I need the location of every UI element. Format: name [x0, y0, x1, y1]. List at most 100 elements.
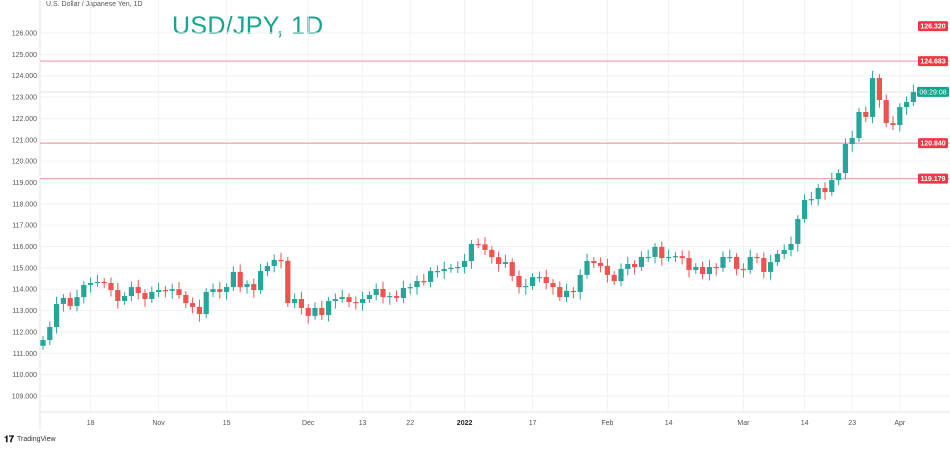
candle-up [836, 173, 842, 181]
candle-up [802, 199, 808, 219]
candle-up [672, 256, 678, 258]
candle-down [550, 283, 556, 288]
candle-down [394, 296, 400, 298]
candle-down [876, 78, 882, 101]
candle-up [577, 274, 583, 292]
price-tick-label: 122.000 [12, 116, 37, 123]
candle-down [319, 307, 325, 316]
symbol-description: U.S. Dollar / Japanese Yen, 1D [46, 1, 143, 8]
candle-up [618, 268, 624, 282]
bar-countdown-label: 06:29:08 [919, 89, 946, 96]
time-tick-label: 2022 [457, 420, 473, 427]
candle-down [278, 259, 284, 262]
candle-down [679, 256, 685, 259]
candle-up [169, 289, 175, 291]
candle-up [645, 256, 651, 259]
candle-down [135, 287, 141, 294]
candle-down [863, 111, 869, 117]
candle-down [883, 100, 889, 124]
candle-down [632, 264, 638, 267]
candle-up [244, 284, 250, 288]
candle-up [808, 199, 814, 201]
candle-up [40, 340, 46, 346]
candle-up [829, 180, 835, 193]
candle-up [897, 107, 903, 126]
price-tick-label: 121.000 [12, 137, 37, 144]
candle-up [530, 277, 536, 286]
price-tick-label: 114.000 [12, 287, 37, 294]
time-tick-label: 22 [406, 420, 414, 427]
countdown-badge [917, 86, 949, 97]
price-level-label: 120.840 [920, 141, 945, 148]
candle-up [387, 296, 393, 298]
candle-up [747, 256, 753, 270]
candle-up [904, 101, 910, 108]
candle-up [441, 268, 447, 272]
candle-down [217, 289, 223, 292]
time-tick-label: 14 [801, 420, 809, 427]
price-tick-label: 116.000 [12, 244, 37, 251]
price-tick-label: 111.000 [13, 351, 37, 358]
price-tick-label: 117.000 [12, 223, 37, 230]
candle-down [162, 290, 168, 292]
candle-up [774, 253, 780, 263]
candle-up [128, 287, 134, 297]
candle-down [190, 303, 196, 307]
price-tick-label: 110.000 [12, 372, 37, 379]
candle-down [380, 288, 386, 298]
chart-title: USD/JPY, 1D [172, 12, 324, 40]
tradingview-logo[interactable]: 𝟏𝟕 TradingView [4, 434, 56, 445]
price-tick-label: 119.000 [12, 180, 37, 187]
candle-up [727, 256, 733, 259]
price-level-badge [918, 21, 948, 32]
candle-up [434, 271, 440, 273]
tradingview-logo-icon: 𝟏𝟕 [4, 434, 15, 444]
time-tick-label: 17 [529, 420, 537, 427]
candle-down [604, 265, 610, 275]
price-tick-label: 125.000 [12, 52, 37, 59]
candle-up [60, 297, 66, 304]
candle-up [373, 288, 379, 295]
candle-up [149, 291, 155, 300]
candle-up [584, 261, 590, 275]
candle-up [849, 138, 855, 145]
candle-up [448, 267, 454, 270]
candle-up [203, 291, 209, 314]
time-tick-label: 14 [665, 420, 673, 427]
candle-down [890, 123, 896, 126]
candle-down [686, 258, 692, 270]
candle-up [856, 111, 862, 139]
price-level-label: 119.179 [921, 176, 946, 183]
candle-up [47, 326, 53, 341]
candle-up [264, 265, 270, 272]
candle-down [176, 289, 182, 295]
candle-down [346, 297, 352, 303]
candle-up [122, 296, 128, 301]
candle-down [115, 290, 121, 301]
time-tick-label: Nov [152, 420, 165, 427]
brand-name: TradingView [17, 436, 56, 443]
candle-down [142, 293, 148, 300]
price-level-badge [918, 138, 948, 149]
time-tick-label: Apr [894, 420, 906, 427]
candle-down [108, 283, 114, 291]
candle-down [421, 281, 427, 283]
candle-down [285, 260, 291, 304]
candle-down [700, 266, 706, 275]
candle-down [659, 246, 665, 259]
candle-up [312, 307, 318, 316]
time-tick-label: 23 [848, 420, 856, 427]
candle-down [516, 275, 522, 288]
price-level-badge [918, 173, 948, 184]
price-tick-label: 126.000 [12, 31, 37, 38]
candle-up [326, 300, 332, 316]
price-tick-label: 123.000 [12, 95, 37, 102]
candle-up [271, 259, 277, 266]
candle-down [67, 297, 73, 307]
candle-down [509, 262, 515, 276]
candle-up [400, 287, 406, 298]
candle-up [652, 246, 658, 257]
time-tick-label: 18 [87, 420, 95, 427]
candle-up [455, 266, 461, 269]
